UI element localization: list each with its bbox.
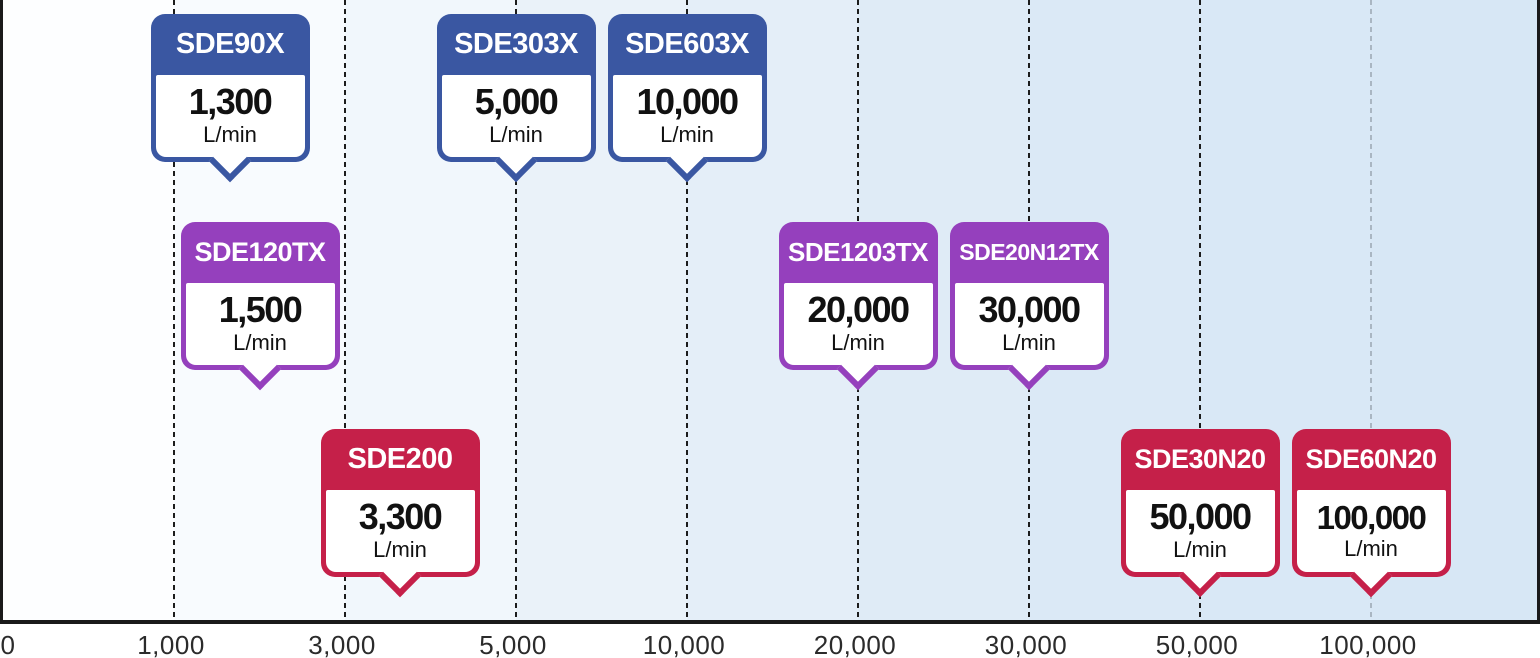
x-axis-line bbox=[0, 620, 1540, 624]
x-tick-label: 3,000 bbox=[308, 630, 376, 658]
x-tick-label: 10,000 bbox=[642, 630, 726, 658]
model-name: SDE30N20 bbox=[1134, 444, 1266, 474]
product-badge: SDE20N12TX 30,000 L/min bbox=[949, 222, 1109, 391]
model-name: SDE303X bbox=[454, 28, 578, 60]
product-badge: SDE1203TX 20,000 L/min bbox=[778, 222, 938, 391]
x-tick-label: 20,000 bbox=[813, 630, 897, 658]
flow-rate-value: 3,300 bbox=[358, 496, 443, 538]
product-badge: SDE90X 1,300 L/min bbox=[150, 14, 310, 183]
model-name: SDE603X bbox=[625, 28, 749, 60]
flow-rate-value: 10,000 bbox=[636, 81, 739, 123]
product-badge: SDE200 3,300 L/min bbox=[320, 429, 480, 598]
product-badge: SDE30N20 50,000 L/min bbox=[1120, 429, 1280, 598]
x-tick-label: 50,000 bbox=[1155, 630, 1239, 658]
x-tick-label: 1,000 bbox=[137, 630, 205, 658]
flow-rate-value: 50,000 bbox=[1149, 496, 1252, 538]
flow-rate-value: 1,300 bbox=[188, 81, 273, 123]
x-tick-label: 0 bbox=[0, 630, 16, 658]
model-name: SDE120TX bbox=[194, 237, 326, 267]
flow-rate-value: 20,000 bbox=[807, 289, 910, 331]
model-name: SDE90X bbox=[175, 28, 285, 60]
product-badge: SDE303X 5,000 L/min bbox=[436, 14, 596, 183]
model-name: SDE1203TX bbox=[787, 237, 929, 267]
flow-rate-value: 1,500 bbox=[218, 289, 303, 331]
x-tick-label: 30,000 bbox=[984, 630, 1068, 658]
model-name: SDE200 bbox=[347, 443, 453, 475]
flow-rate-value: 5,000 bbox=[474, 81, 559, 123]
x-axis-tick-labels: 0 1,000 3,000 5,000 10,000 20,000 30,000 50,000… bbox=[0, 624, 1540, 658]
x-tick-label: 5,000 bbox=[479, 630, 547, 658]
flow-rate-panel: 3,300 L/min bbox=[325, 490, 475, 572]
flow-rate-value: 30,000 bbox=[978, 289, 1081, 331]
product-badge: SDE603X 10,000 L/min bbox=[607, 14, 767, 183]
model-name: SDE60N20 bbox=[1305, 444, 1437, 474]
product-badge: SDE60N20 100,000 L/min bbox=[1291, 429, 1451, 598]
plot-area: SDE90X 1,300 L/min SDE120TX 1,500 L/min SDE200… bbox=[0, 0, 1540, 622]
flow-rate-value: 100,000 bbox=[1316, 498, 1427, 536]
product-badge: SDE120TX 1,500 L/min bbox=[180, 222, 340, 391]
model-name: SDE20N12TX bbox=[959, 239, 1099, 265]
x-tick-label: 100,000 bbox=[1319, 630, 1417, 658]
